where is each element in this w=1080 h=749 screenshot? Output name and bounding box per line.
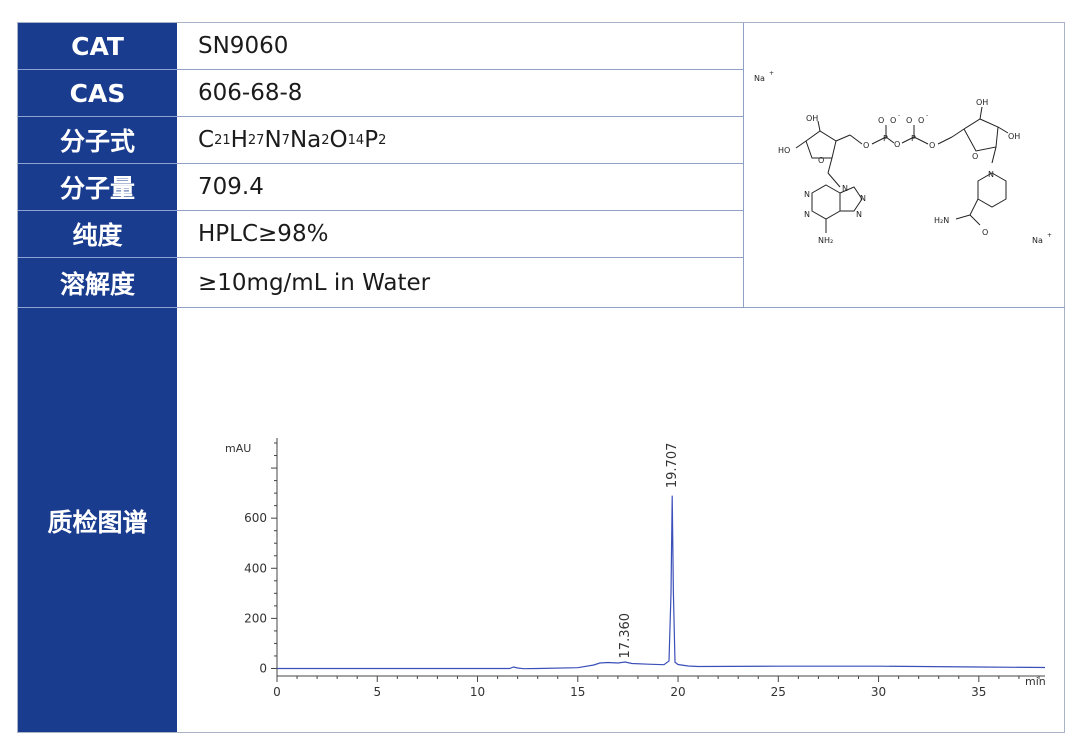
product-info-sheet: CAT CAS 分子式 分子量 纯度 溶解度 质检图谱 SN9060 606-6…	[17, 22, 1065, 733]
atom-label: O	[878, 116, 884, 125]
counterion-label: Na	[754, 74, 765, 83]
charge-label: +	[769, 70, 774, 77]
label-column	[18, 23, 177, 732]
label-purity: 纯度	[72, 221, 123, 250]
chart-axes: 0 5 10 15 20 25 30 35 0 200 400 600	[244, 438, 1045, 699]
formula-count: 2	[321, 132, 330, 148]
y-tick-label: 600	[244, 511, 267, 525]
formula-count: 7	[281, 132, 290, 148]
row-divider	[177, 257, 743, 258]
formula-count: 14	[347, 132, 365, 148]
x-tick-label: 10	[470, 685, 485, 699]
y-tick-label: 400	[244, 561, 267, 575]
x-tick-label: 30	[871, 685, 886, 699]
row-divider	[177, 210, 743, 211]
value-purity: HPLC≥98%	[198, 221, 329, 247]
label-mw: 分子量	[59, 174, 135, 203]
row-divider	[177, 69, 743, 70]
formula-element: O	[329, 127, 348, 153]
label-divider	[18, 307, 177, 308]
row-divider	[177, 307, 1065, 308]
atom-label: OH	[806, 114, 818, 123]
value-formula: C 21 H 27 N 7 Na 2 O 14 P 2	[198, 117, 386, 163]
x-tick-label: 15	[570, 685, 585, 699]
formula-element: N	[264, 127, 282, 153]
atom-label: N	[860, 194, 866, 203]
row-divider	[177, 163, 743, 164]
label-formula: 分子式	[59, 127, 135, 156]
atom-label: N	[804, 210, 810, 219]
formula-element: P	[364, 127, 379, 153]
x-tick-label: 25	[771, 685, 786, 699]
charge-label: -	[898, 112, 900, 119]
y-tick-label: 200	[244, 611, 267, 625]
atom-label: O	[863, 141, 869, 150]
x-tick-label: 35	[971, 685, 986, 699]
label-divider	[18, 257, 177, 258]
atom-label: HO	[778, 146, 790, 155]
value-cat: SN9060	[198, 33, 289, 59]
structure-divider	[743, 23, 744, 307]
value-mw: 709.4	[198, 174, 264, 200]
atom-label: O	[890, 116, 896, 125]
atom-label: O	[972, 152, 978, 161]
label-cas: CAS	[69, 78, 126, 108]
value-cas: 606-68-8	[198, 80, 303, 106]
atom-label: OH	[1008, 132, 1020, 141]
atom-label: NH₂	[818, 236, 833, 245]
peak-label: 19.707	[665, 443, 680, 489]
atom-label: O	[918, 116, 924, 125]
row-divider	[177, 116, 743, 117]
x-tick-label: 20	[670, 685, 685, 699]
atom-label: H₂N	[934, 216, 949, 225]
value-solubility: ≥10mg/mL in Water	[198, 269, 431, 296]
atom-label: N	[842, 184, 848, 193]
formula-element: Na	[289, 127, 322, 153]
formula-count: 2	[378, 132, 387, 148]
label-cat: CAT	[71, 31, 124, 61]
y-tick-label: 0	[259, 661, 267, 675]
label-chromatogram: 质检图谱	[47, 508, 148, 537]
chromatogram-trace	[277, 495, 1046, 670]
label-divider	[18, 163, 177, 164]
peak-labels: 17.360 19.707	[618, 443, 680, 659]
atom-label: P	[883, 134, 888, 143]
atom-label: N	[804, 190, 810, 199]
counterion-label: Na	[1032, 236, 1043, 245]
atom-label: N	[988, 170, 994, 179]
label-solubility: 溶解度	[59, 269, 135, 299]
atom-label: O	[818, 156, 824, 165]
y-axis-label: mAU	[225, 442, 251, 455]
peak-label: 17.360	[618, 613, 633, 659]
charge-label: +	[1047, 232, 1052, 239]
label-divider	[18, 116, 177, 117]
formula-element: H	[230, 127, 248, 153]
x-tick-label: 0	[273, 685, 281, 699]
atom-label: O	[894, 140, 900, 149]
formula-element: C	[198, 127, 215, 153]
formula-count: 27	[247, 132, 265, 148]
atom-label: OH	[976, 98, 988, 107]
chart-series	[277, 495, 1046, 670]
atom-label: N	[856, 210, 862, 219]
atom-label: P	[911, 134, 916, 143]
atom-label: O	[929, 141, 935, 150]
charge-label: -	[926, 112, 928, 119]
formula-count: 21	[214, 132, 231, 148]
chemical-structure: Na + Na +	[754, 70, 1052, 245]
label-divider	[18, 69, 177, 70]
x-tick-label: 5	[373, 685, 381, 699]
atom-label: O	[982, 228, 988, 237]
x-axis-label: min	[1025, 675, 1046, 688]
structure-bonds	[795, 106, 1009, 233]
label-divider	[18, 210, 177, 211]
atom-label: O	[906, 116, 912, 125]
